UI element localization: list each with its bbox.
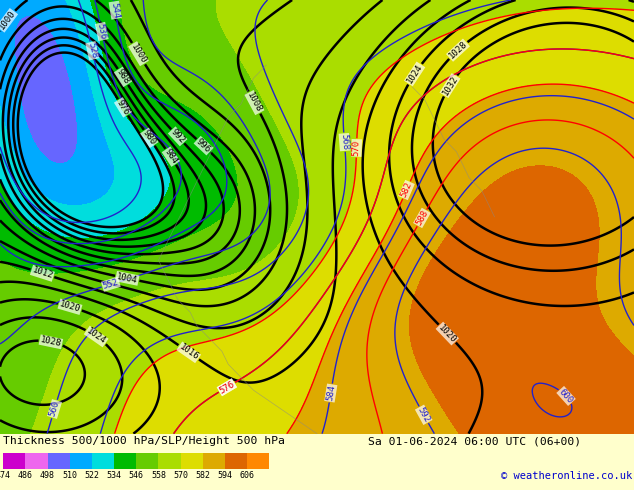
Text: 588: 588	[414, 209, 430, 227]
Text: 522: 522	[84, 471, 100, 480]
Bar	[225, 453, 247, 468]
Text: 1028: 1028	[447, 40, 469, 61]
Bar	[92, 453, 114, 468]
Text: 600: 600	[557, 387, 575, 405]
Text: 544: 544	[110, 1, 121, 19]
Text: © weatheronline.co.uk: © weatheronline.co.uk	[501, 471, 633, 481]
Text: 1032: 1032	[441, 74, 460, 97]
Text: 988: 988	[115, 68, 131, 86]
Text: 1004: 1004	[116, 272, 139, 285]
Bar	[247, 453, 269, 468]
Bar	[158, 453, 181, 468]
Text: 582: 582	[399, 181, 414, 199]
Text: 570: 570	[352, 140, 361, 156]
Text: 1008: 1008	[245, 91, 264, 114]
Text: 984: 984	[163, 147, 179, 166]
Text: 976: 976	[115, 98, 131, 117]
Text: 546: 546	[129, 471, 144, 480]
Bar	[70, 453, 92, 468]
Text: 558: 558	[151, 471, 166, 480]
Text: 536: 536	[96, 23, 108, 40]
Text: 570: 570	[173, 471, 188, 480]
Bar	[114, 453, 136, 468]
Bar	[48, 453, 70, 468]
Text: 552: 552	[102, 278, 120, 291]
Text: 510: 510	[62, 471, 77, 480]
Text: 594: 594	[217, 471, 233, 480]
Text: 1020: 1020	[437, 323, 458, 344]
Text: 576: 576	[217, 379, 236, 395]
Text: 568: 568	[339, 134, 349, 150]
Text: 528: 528	[86, 42, 98, 60]
Text: 1012: 1012	[31, 266, 54, 281]
Text: 1024: 1024	[85, 327, 108, 346]
Text: 534: 534	[107, 471, 122, 480]
Text: 996: 996	[195, 137, 212, 154]
Text: 1000: 1000	[129, 42, 148, 65]
Bar	[3, 453, 25, 468]
Bar	[181, 453, 203, 468]
Text: 606: 606	[240, 471, 255, 480]
Text: 1000: 1000	[0, 9, 17, 32]
Text: 1028: 1028	[39, 335, 62, 348]
Text: 992: 992	[169, 127, 186, 146]
Text: 1020: 1020	[58, 299, 82, 314]
Text: 1016: 1016	[178, 343, 200, 362]
Text: 486: 486	[18, 471, 33, 480]
Text: 498: 498	[40, 471, 55, 480]
Text: 474: 474	[0, 471, 11, 480]
Text: Thickness 500/1000 hPa/SLP/Height 500 hPa: Thickness 500/1000 hPa/SLP/Height 500 hP…	[3, 437, 285, 446]
Text: 582: 582	[195, 471, 210, 480]
Bar	[203, 453, 225, 468]
Text: 980: 980	[141, 128, 157, 147]
Text: 584: 584	[325, 384, 337, 402]
Bar	[136, 453, 158, 468]
Text: 592: 592	[416, 406, 432, 424]
Text: Sa 01-06-2024 06:00 UTC (06+00): Sa 01-06-2024 06:00 UTC (06+00)	[368, 437, 581, 446]
Text: 576: 576	[217, 379, 236, 395]
Text: 560: 560	[48, 400, 61, 418]
Bar	[25, 453, 48, 468]
Text: 1024: 1024	[405, 63, 424, 85]
